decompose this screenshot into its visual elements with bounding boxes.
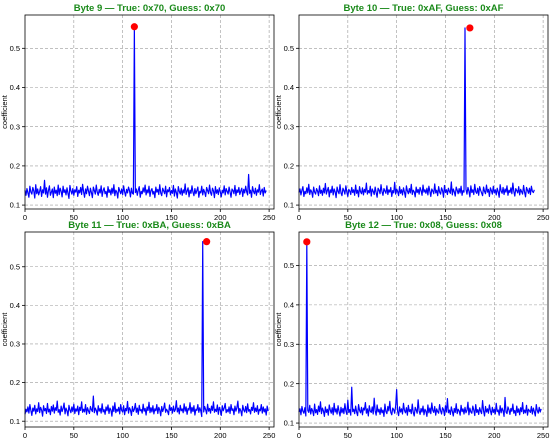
- y-tick-label: 0.4: [10, 301, 20, 310]
- x-tick-label: 100: [116, 431, 129, 440]
- y-axis-label: coefficient: [0, 94, 9, 129]
- x-tick-label: 250: [263, 213, 276, 222]
- correlation-series-line: [298, 27, 535, 199]
- x-tick-label: 50: [70, 431, 78, 440]
- x-tick-label: 100: [390, 431, 403, 440]
- y-tick-label: 0.5: [10, 262, 20, 271]
- y-tick-label: 0.3: [10, 340, 20, 349]
- x-tick-label: 0: [297, 431, 301, 440]
- y-tick-label: 0.2: [284, 379, 294, 388]
- x-tick-label: 100: [390, 213, 403, 222]
- chart-title: Byte 9 — True: 0x70, Guess: 0x70: [74, 3, 226, 14]
- plot-frame: [298, 14, 549, 210]
- y-tick-label: 0.4: [284, 83, 294, 92]
- chart-panel-4: Byte 12 — True: 0x08, Guess: 0x08 0 50 100 1…: [274, 220, 549, 440]
- chart-title: Byte 11 — True: 0xBA, Guess: 0xBA: [68, 220, 231, 231]
- y-axis-label: coefficient: [274, 312, 283, 347]
- y-tick-label: 0.4: [10, 83, 20, 92]
- chart-panel-1: Byte 9 — True: 0x70, Guess: 0x70 0 50 100 15…: [0, 3, 275, 222]
- y-tick-label: 0.3: [284, 122, 294, 131]
- x-tick-label: 50: [344, 431, 352, 440]
- correlation-series-line: [24, 26, 267, 200]
- chart-title: Byte 10 — True: 0xAF, Guess: 0xAF: [344, 3, 504, 14]
- x-tick-label: 0: [23, 213, 27, 222]
- y-axis-label: coefficient: [274, 94, 283, 129]
- x-tick-label: 200: [214, 431, 227, 440]
- x-tick-label: 200: [488, 431, 501, 440]
- y-tick-label: 0.5: [284, 44, 294, 53]
- chart-panel-3: Byte 11 — True: 0xBA, Guess: 0xBA 0 50 100 1…: [0, 220, 275, 440]
- x-tick-label: 150: [165, 213, 178, 222]
- y-tick-label: 0.1: [10, 201, 20, 210]
- peak-marker: [203, 238, 211, 246]
- y-tick-label: 0.2: [284, 161, 294, 170]
- x-tick-label: 250: [537, 213, 550, 222]
- x-tick-label: 0: [23, 431, 27, 440]
- x-tick-label: 200: [214, 213, 227, 222]
- peak-marker: [466, 24, 474, 32]
- y-tick-label: 0.2: [10, 378, 20, 387]
- x-tick-label: 0: [297, 213, 301, 222]
- y-tick-label: 0.5: [284, 261, 294, 270]
- peak-marker: [303, 238, 311, 246]
- x-tick-label: 100: [116, 213, 129, 222]
- y-tick-label: 0.5: [10, 44, 20, 53]
- y-axis-label: coefficient: [0, 312, 9, 347]
- x-tick-label: 150: [165, 431, 178, 440]
- x-tick-label: 250: [537, 431, 550, 440]
- x-tick-label: 50: [344, 213, 352, 222]
- x-tick-label: 150: [439, 213, 452, 222]
- chart-title: Byte 12 — True: 0x08, Guess: 0x08: [345, 220, 502, 231]
- correlation-series-line: [298, 241, 542, 417]
- y-tick-label: 0.1: [284, 419, 294, 428]
- plot-frame: [24, 14, 275, 210]
- correlation-series-line: [24, 241, 269, 418]
- y-tick-label: 0.2: [10, 161, 20, 170]
- y-tick-label: 0.3: [10, 122, 20, 131]
- x-tick-label: 50: [70, 213, 78, 222]
- peak-marker: [130, 23, 138, 31]
- x-tick-label: 200: [488, 213, 501, 222]
- plot-frame: [298, 231, 549, 428]
- y-tick-label: 0.1: [284, 201, 294, 210]
- y-tick-label: 0.1: [10, 417, 20, 426]
- plot-frame: [24, 231, 275, 428]
- x-tick-label: 150: [439, 431, 452, 440]
- x-tick-label: 250: [263, 431, 276, 440]
- y-tick-label: 0.3: [284, 340, 294, 349]
- chart-panel-2: Byte 10 — True: 0xAF, Guess: 0xAF 0 50 100 1…: [274, 3, 549, 222]
- y-tick-label: 0.4: [284, 300, 294, 309]
